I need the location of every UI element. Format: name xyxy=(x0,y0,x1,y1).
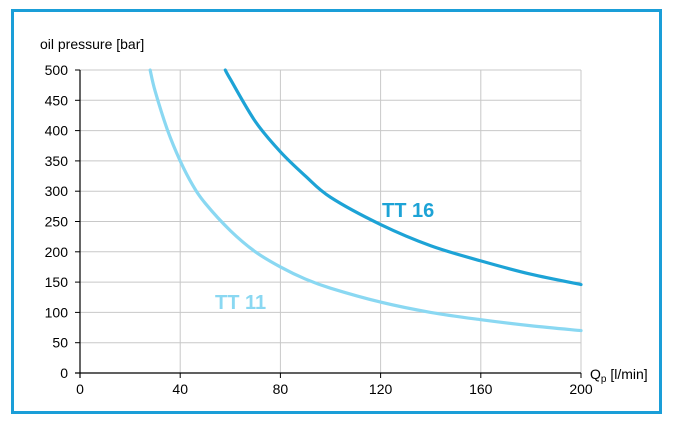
series-line-tt11 xyxy=(148,68,583,333)
y-tick-label-350: 350 xyxy=(45,153,69,169)
x-axis-title-unit: [l/min] xyxy=(606,366,647,382)
x-tick-label-0: 0 xyxy=(76,381,84,397)
y-tick-label-400: 400 xyxy=(45,123,69,139)
x-axis-title-sub: p xyxy=(601,374,607,385)
axes xyxy=(75,69,582,378)
x-axis-title-main: Q xyxy=(590,366,601,382)
x-tick-label-160: 160 xyxy=(469,381,493,397)
y-tick-label-0: 0 xyxy=(60,365,68,381)
chart-frame: 0 50 100 150 200 250 300 350 400 450 500 0 40 80 120 16… xyxy=(11,9,662,414)
x-tick-label-120: 120 xyxy=(369,381,393,397)
y-tick-label-450: 450 xyxy=(45,92,69,108)
y-tick-label-250: 250 xyxy=(45,214,69,230)
y-tick-label-300: 300 xyxy=(45,183,69,199)
grid-lines xyxy=(80,69,582,373)
y-tick-label-500: 500 xyxy=(45,62,69,78)
x-tick-label-40: 40 xyxy=(172,381,188,397)
series-line-tt16 xyxy=(223,68,583,287)
x-tick-label-80: 80 xyxy=(273,381,289,397)
x-axis-title: Qp [l/min] xyxy=(590,366,648,385)
y-tick-label-50: 50 xyxy=(52,335,68,351)
series-label-tt11: TT 11 xyxy=(215,292,266,314)
x-tick-label-200: 200 xyxy=(569,381,593,397)
y-axis-title: oil pressure [bar] xyxy=(40,36,144,52)
series-label-tt16: TT 16 xyxy=(382,200,434,222)
y-tick-label-200: 200 xyxy=(45,244,69,260)
y-tick-label-150: 150 xyxy=(45,274,69,290)
labels: oil pressure [bar] Qp [l/min] TT 11 TT 1… xyxy=(40,36,648,385)
y-tick-label-100: 100 xyxy=(45,304,69,320)
tick-labels: 0 50 100 150 200 250 300 350 400 450 500 0 40 80 120 16… xyxy=(45,62,593,397)
chart-svg: 0 50 100 150 200 250 300 350 400 450 500 0 40 80 120 16… xyxy=(40,36,648,397)
series-lines xyxy=(148,68,583,333)
